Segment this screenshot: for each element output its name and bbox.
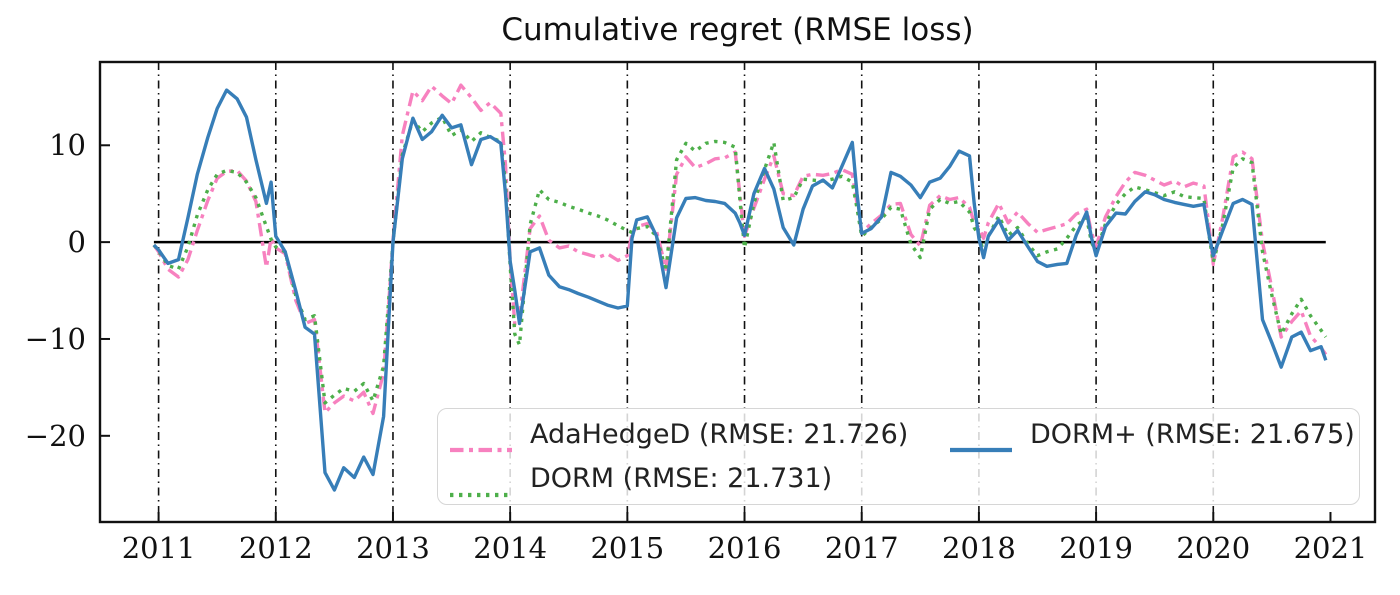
y-tick-label-0: 0: [67, 225, 86, 260]
y-tick-label-10: 10: [49, 128, 86, 163]
x-tick-label-2021: 2021: [1293, 531, 1368, 565]
x-tick-label-2019: 2019: [1059, 531, 1133, 565]
x-tick-label-2016: 2016: [707, 531, 782, 565]
x-tick-label-2020: 2020: [1176, 531, 1251, 565]
legend-label-dormplus: DORM+ (RMSE: 21.675): [1030, 418, 1355, 450]
legend-item-adahedged: AdaHedgeD (RMSE: 21.726): [450, 418, 950, 453]
series-line-dormplus: [152, 88, 1328, 492]
legend-label-dorm: DORM (RMSE: 21.731): [530, 463, 833, 495]
x-tick-label-2018: 2018: [942, 531, 1016, 565]
x-tick-label-2013: 2013: [356, 531, 430, 565]
x-tick-label-2012: 2012: [238, 531, 313, 565]
legend-label-adahedged: AdaHedgeD (RMSE: 21.726): [530, 418, 909, 450]
x-tick-label-2014: 2014: [473, 531, 548, 565]
x-tick-label-2017: 2017: [824, 531, 899, 565]
series-line-dorm: [152, 115, 1328, 405]
x-tick-label-2015: 2015: [590, 531, 665, 565]
legend-item-dormplus: DORM+ (RMSE: 21.675): [950, 418, 1355, 453]
legend-item-dorm: DORM (RMSE: 21.731): [450, 463, 950, 497]
chart-title: Cumulative regret (RMSE loss): [501, 12, 974, 48]
x-tick-label-2011: 2011: [121, 531, 196, 565]
y-tick-label-−10: −10: [24, 321, 86, 356]
adahedged-dashdot-line-swatch: [450, 430, 512, 453]
plot-border: [98, 60, 1377, 524]
series-line-adahedged: [152, 83, 1328, 416]
y-tick-label-−20: −20: [24, 418, 86, 453]
legend-box: AdaHedgeD (RMSE: 21.726) DORM (RMSE: 21.…: [437, 408, 1360, 505]
dormplus-solid-line-swatch: [950, 430, 1012, 453]
dorm-dotted-line-swatch: [450, 475, 512, 497]
